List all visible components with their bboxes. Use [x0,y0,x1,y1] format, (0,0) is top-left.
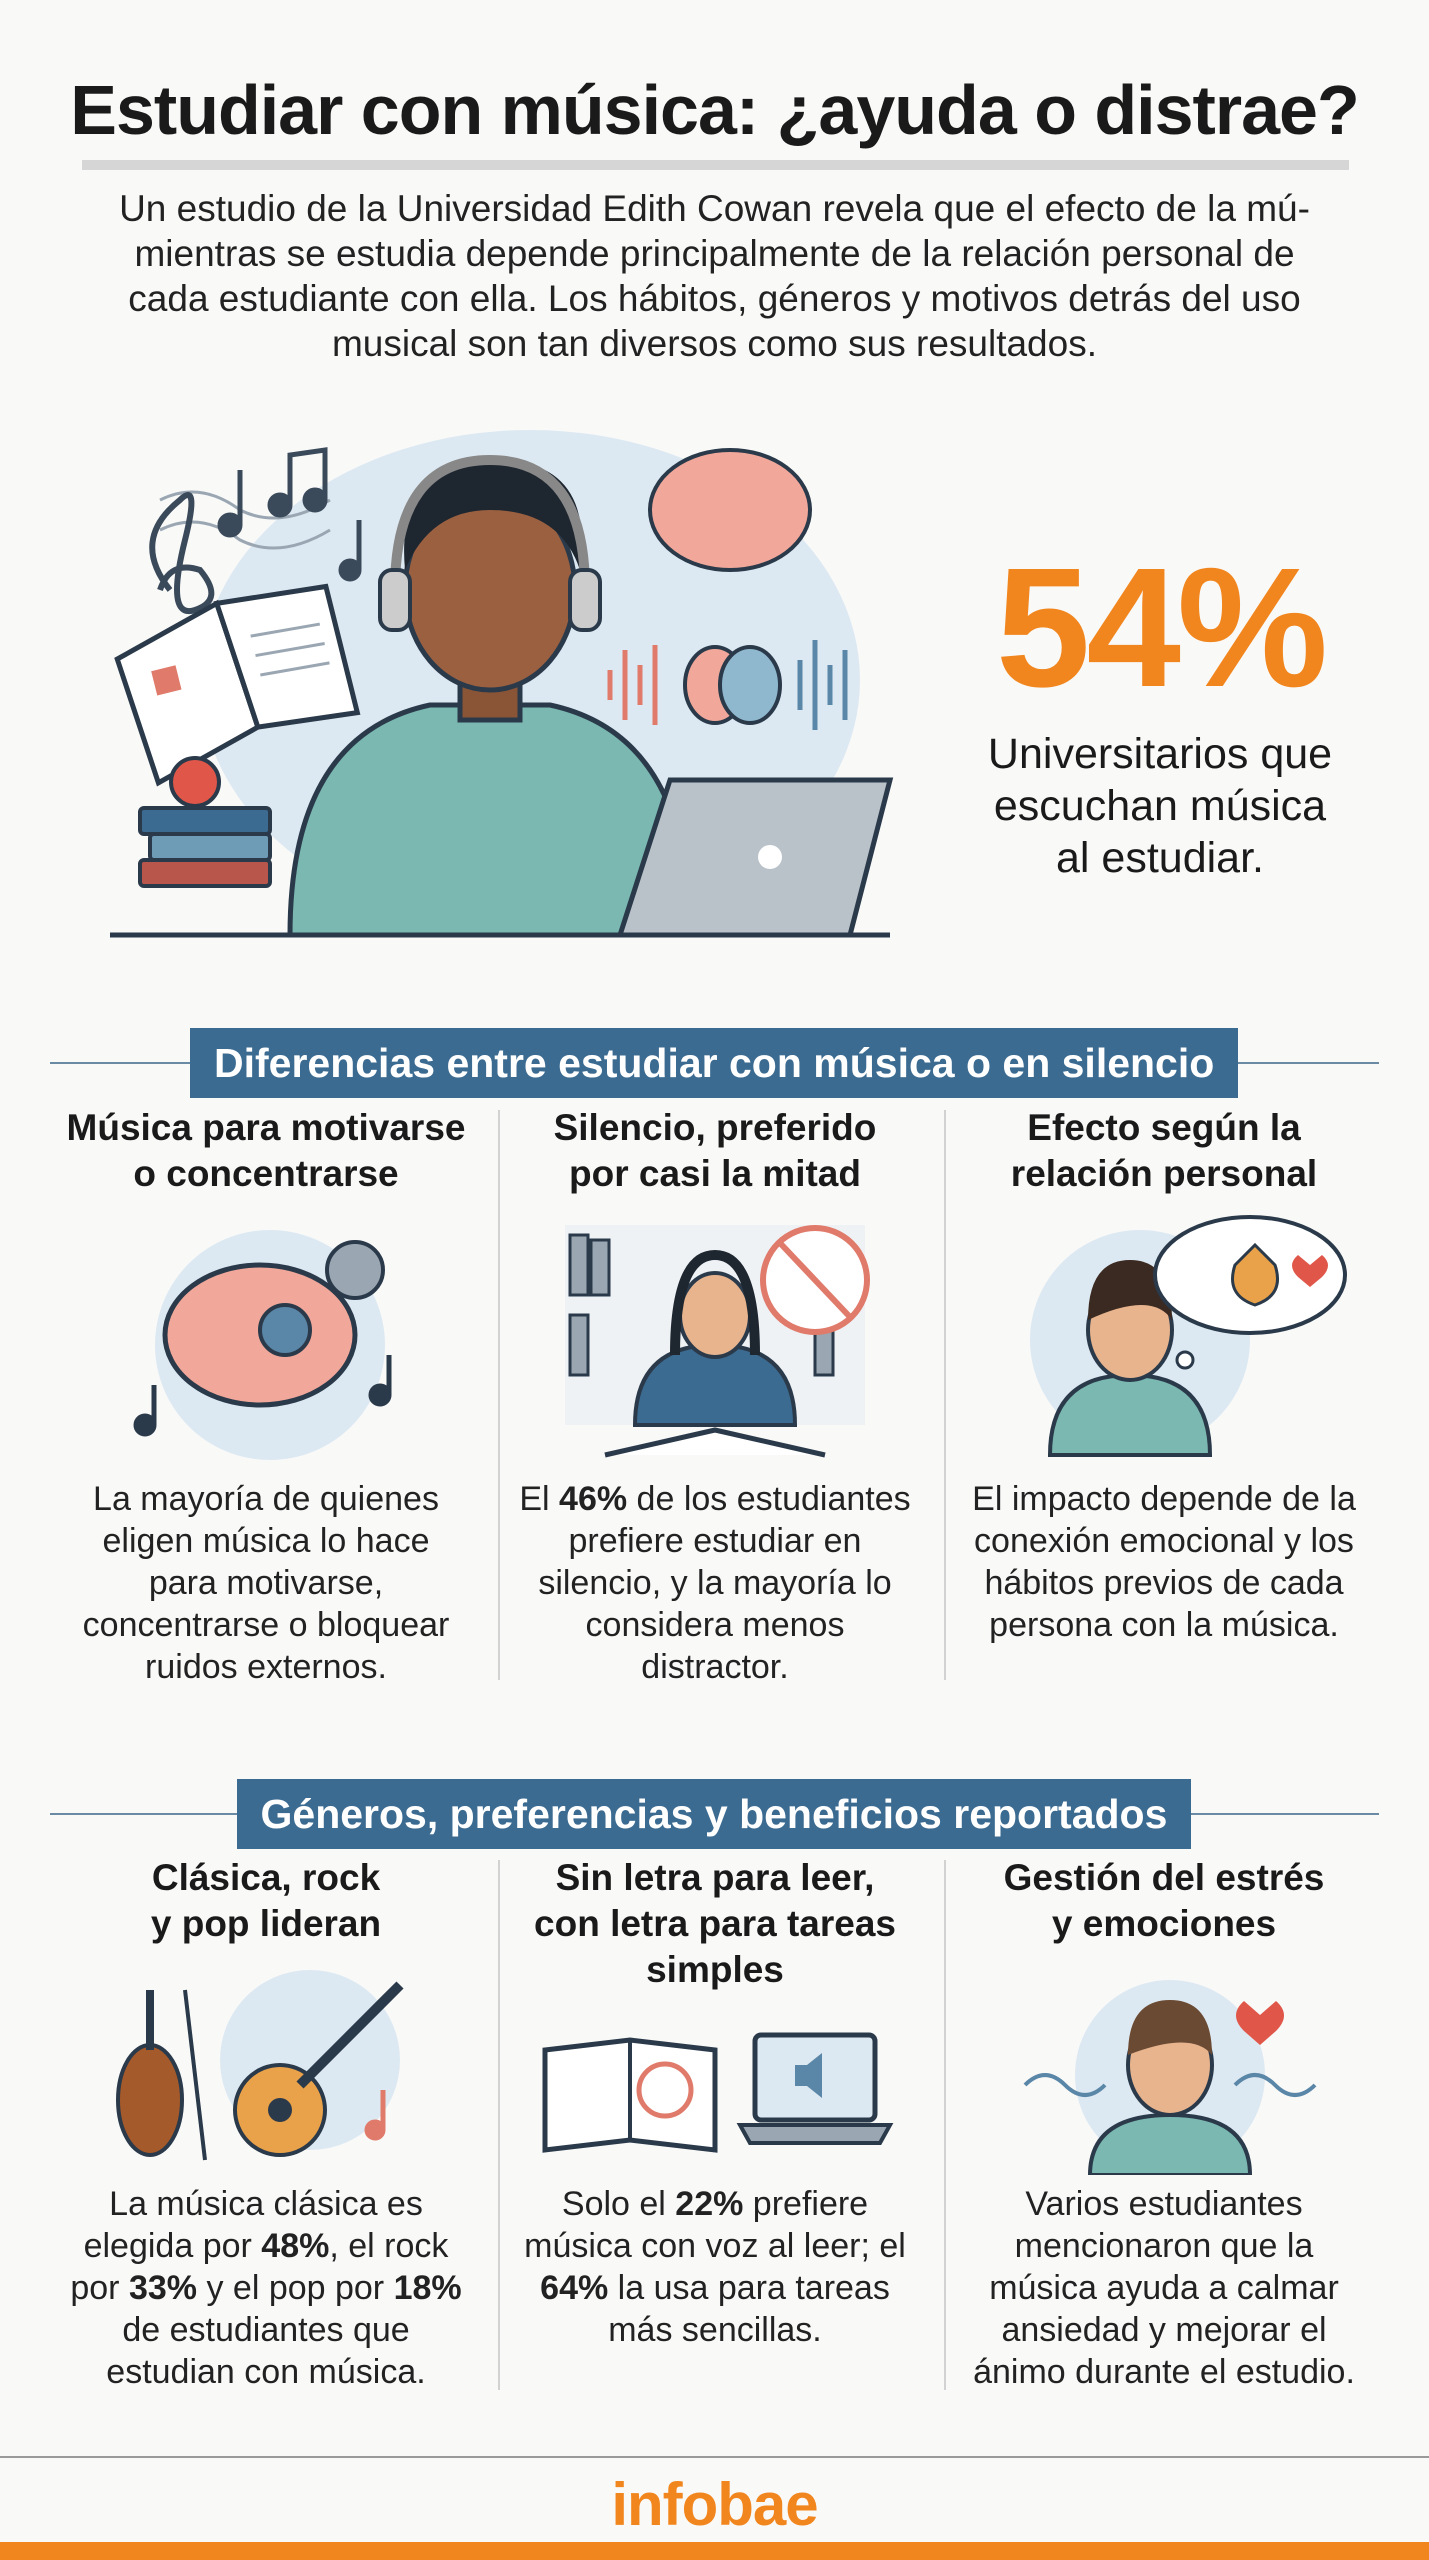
column-title-line: Clásica, rock [151,1857,381,1898]
column-title-line: Efecto según la [1027,1107,1301,1148]
column-title-line: simples [646,1949,784,1990]
highlight: 18% [393,2269,462,2307]
caption-line: al estudiar. [1056,834,1264,882]
highlight: 48% [261,2227,330,2265]
intro-line: mientras se estudia depende principalmen… [134,233,1295,274]
caption-line: Universitarios que [987,730,1333,778]
column-title: Gestión del estrés y emociones [944,1855,1384,1947]
highlight: 33% [128,2269,198,2307]
column-separator [944,1110,946,1680]
highlight: 64% [540,2269,609,2307]
column-title-line: o concentrarse [133,1153,399,1194]
column-title: Música para motivarse o concentrarse [46,1105,486,1197]
column-body: El impacto depende de la conexión emocio… [964,1478,1364,1646]
column-title-line: por casi la mitad [569,1153,861,1194]
column-title-line: y pop lideran [150,1903,382,1944]
intro: Un estudio de la Universidad Edith Cowan… [60,186,1369,366]
instruments-icon [116,1970,404,2161]
calm-icon [1023,1980,1317,2175]
body-text: , el rock por [70,2227,449,2307]
reading-icon [542,2032,894,2153]
bottom-bar [0,2542,1429,2560]
title: Estudiar con música: ¿ayuda o distrae? [70,71,1359,149]
intro-line: Un estudio de la Universidad Edith Cowan… [119,188,1310,229]
title-rule [82,160,1349,170]
caption-line: escuchan música [993,782,1327,830]
body-text: Solo el [561,2185,676,2223]
column-title-line: y emociones [1051,1903,1277,1944]
column-body: El 46% de los estudiantes prefiere estud… [515,1478,915,1688]
column-title-line: Sin letra para leer, [555,1857,875,1898]
section-heading: Diferencias entre estudiar con música o … [190,1028,1239,1098]
column-title: Efecto según la relación personal [944,1105,1384,1197]
body-text: El [519,1480,560,1518]
column-title-line: con letra para tareas [534,1903,896,1944]
column-title: Clásica, rock y pop lideran [46,1855,486,1947]
column-separator [498,1860,500,2390]
brand: infobae [611,2471,818,2538]
body-text: de estudiantes que estudian con música. [106,2311,426,2391]
stat-caption: Universitarios que escuchan música al estu… [930,728,1390,884]
column-body: La música clásica es elegida por 48%, el… [66,2183,466,2393]
body-text: prefiere música con voz al leer; el [524,2185,906,2265]
column-separator [498,1110,500,1680]
column-title-line: Silencio, preferido [553,1107,877,1148]
stat: 54% [995,533,1328,723]
body-text: La música clásica es elegida por [83,2185,423,2265]
footer-rule [0,2456,1429,2458]
intro-line: musical son tan diversos como sus result… [331,323,1097,364]
column-title-line: relación personal [1010,1153,1318,1194]
column-title-line: Música para motivarse [66,1107,466,1148]
brain-icon [133,1230,392,1460]
body-text: de los estudiantes prefiere estudiar en … [538,1480,911,1686]
body-text: la usa para tareas más sencillas. [608,2269,890,2349]
highlight: 46% [559,1480,628,1518]
section-heading: Géneros, preferencias y beneficios repor… [236,1779,1192,1849]
column-title-line: Gestión del estrés [1003,1857,1325,1898]
intro-line: cada estudiante con ella. Los hábitos, g… [128,278,1301,319]
relation-icon [1030,1215,1347,1457]
silence-icon [565,1225,870,1458]
column-title: Sin letra para leer, con letra para tarea… [495,1855,935,1993]
column-body: Varios estudiantes mencionaron que la mú… [964,2183,1364,2393]
column-body: La mayoría de quienes eligen música lo h… [66,1478,466,1688]
column-body: Solo el 22% prefiere música con voz al l… [515,2183,915,2351]
column-title: Silencio, preferido por casi la mitad [495,1105,935,1197]
body-text: El impacto depende de la conexión emocio… [972,1480,1356,1644]
body-text: Varios estudiantes mencionaron que la mú… [973,2185,1355,2391]
body-text: La mayoría de quienes eligen música lo h… [82,1480,450,1686]
hero-illustration [110,430,894,938]
highlight: 22% [675,2185,744,2223]
body-text: y el pop por [197,2269,394,2307]
column-separator [944,1860,946,2390]
